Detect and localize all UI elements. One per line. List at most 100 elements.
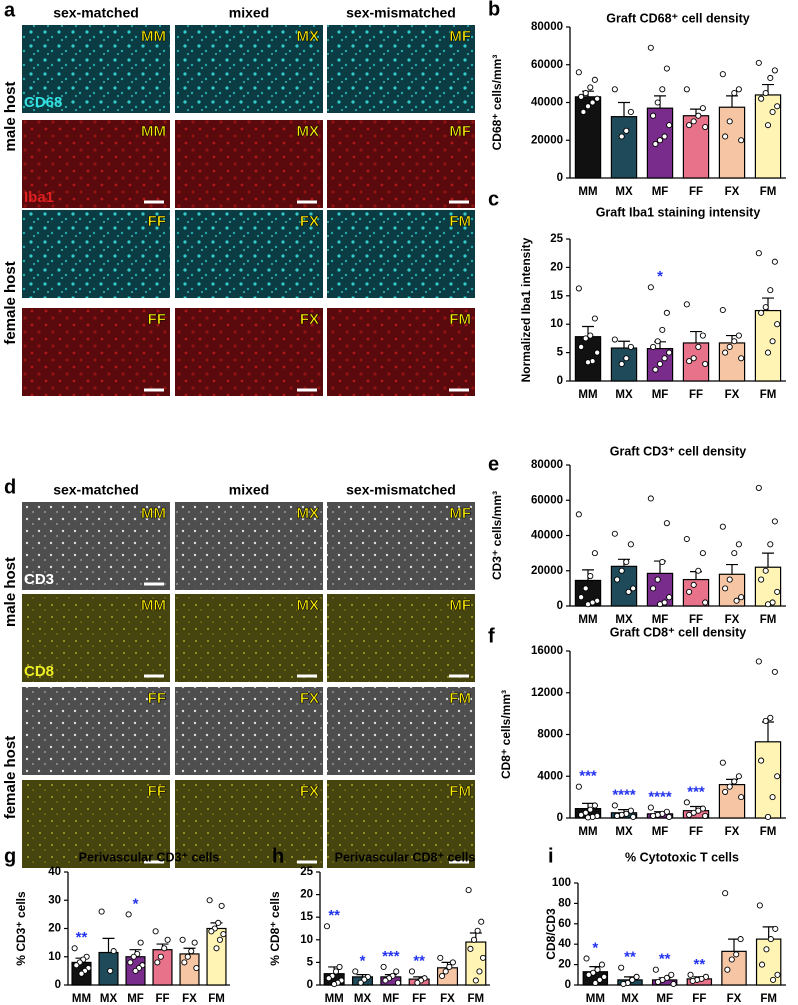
panel-letter: d	[4, 476, 16, 498]
data-point	[107, 967, 114, 974]
data-point	[408, 968, 416, 975]
data-point	[687, 971, 694, 978]
x-tick-label: MF	[383, 993, 400, 1005]
significance: ****	[648, 789, 672, 806]
data-point	[627, 541, 634, 548]
data-point	[737, 936, 744, 943]
data-point	[154, 959, 161, 966]
tile-label: MF	[449, 597, 471, 614]
data-point	[647, 804, 654, 811]
data-point	[731, 90, 738, 97]
data-point	[689, 977, 696, 984]
error-bar	[102, 937, 115, 953]
data-point	[695, 343, 702, 350]
y-tick-label: 80000	[531, 459, 563, 471]
x-tick-label: FX	[182, 993, 197, 1005]
tile-label: MM	[141, 597, 166, 614]
data-point	[206, 897, 213, 904]
y-axis-label: CD8⁺ cells/mm³	[499, 690, 513, 779]
data-point	[770, 976, 777, 983]
data-point	[659, 558, 666, 565]
tile-label: MM	[141, 505, 166, 522]
data-point	[686, 122, 693, 129]
data-point	[331, 981, 338, 988]
data-point	[614, 576, 621, 583]
data-point	[357, 979, 364, 986]
data-point	[650, 812, 657, 819]
data-point	[614, 812, 621, 819]
data-point	[629, 976, 636, 983]
data-point	[620, 980, 627, 988]
tile-label: FM	[449, 783, 471, 800]
micrograph	[175, 687, 323, 775]
x-tick-label: FX	[440, 993, 455, 1005]
x-tick-label: MX	[615, 826, 633, 838]
data-point	[582, 585, 589, 592]
x-tick-label: MX	[615, 186, 633, 198]
tile-label: MM	[141, 28, 166, 45]
data-point	[769, 338, 776, 345]
data-point	[758, 961, 766, 968]
data-point	[731, 778, 738, 785]
x-tick-label: MX	[354, 993, 372, 1005]
data-point	[575, 783, 582, 790]
significance: *	[657, 268, 663, 285]
panel-letter: b	[488, 0, 500, 20]
x-tick-label: MX	[621, 993, 639, 1005]
tile-label: MF	[449, 28, 471, 45]
data-point	[690, 581, 697, 588]
y-tick-label: 100	[552, 877, 571, 889]
data-point	[218, 902, 225, 909]
data-point	[584, 601, 592, 608]
data-point	[670, 980, 677, 988]
significance: *	[360, 952, 366, 969]
data-point	[647, 284, 654, 291]
data-point	[699, 550, 706, 557]
panel-letter: i	[548, 845, 554, 867]
data-point	[611, 86, 618, 93]
data-point	[762, 717, 769, 724]
significance: **	[413, 952, 425, 969]
bar	[755, 938, 782, 986]
data-point	[78, 970, 85, 977]
y-tick-label: 80	[558, 897, 571, 909]
data-point	[130, 953, 137, 960]
data-point	[767, 287, 774, 294]
x-tick-label: MM	[578, 826, 597, 838]
significance: ****	[612, 786, 636, 803]
data-point	[771, 67, 778, 74]
x-tick-label: MM	[72, 993, 91, 1005]
data-point	[731, 550, 738, 557]
data-point	[699, 332, 706, 339]
data-point	[325, 975, 332, 982]
y-tick-label: 4000	[537, 770, 563, 782]
data-point	[738, 794, 745, 801]
data-point	[591, 315, 598, 322]
data-point	[656, 601, 664, 608]
x-tick-label: MM	[586, 993, 605, 1005]
data-point	[702, 360, 709, 368]
data-point	[215, 919, 222, 926]
tile-label: MF	[449, 123, 471, 140]
data-point	[611, 802, 618, 809]
x-tick-label: MF	[652, 614, 669, 626]
data-point	[654, 99, 661, 106]
x-tick-label: FF	[689, 826, 703, 838]
tile-label: FM	[449, 311, 471, 328]
stain-label: CD3	[24, 571, 54, 588]
panel-letter: g	[4, 845, 16, 867]
y-tick-label: 8000	[537, 729, 563, 741]
chart-title: Graft CD8⁺ cell density	[610, 625, 747, 639]
x-tick-label: FF	[689, 389, 703, 401]
data-point	[695, 112, 702, 119]
data-point	[618, 360, 625, 368]
data-point	[722, 133, 729, 140]
y-tick-label: 25	[550, 233, 563, 245]
data-point	[439, 972, 446, 980]
data-point	[762, 304, 769, 311]
micrograph	[175, 594, 323, 682]
data-point	[764, 601, 772, 608]
panel-letter: f	[488, 625, 495, 647]
data-point	[683, 301, 690, 308]
data-point	[735, 773, 742, 780]
